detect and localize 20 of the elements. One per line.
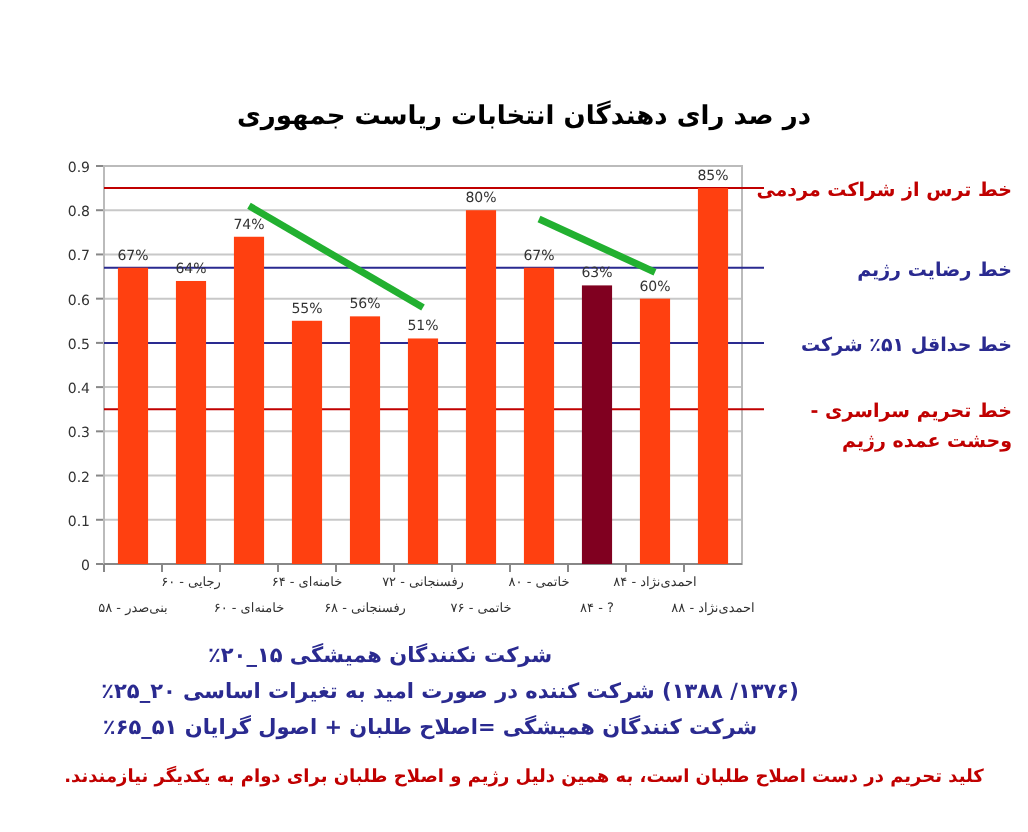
bar	[697, 188, 729, 564]
bar	[175, 280, 207, 564]
text: کلید تحریم در دست اصلاح طلبان است، به همین دلیل رژیم و اصلاح طلبان برای دوام به یکدیگر نیازمندند.	[64, 764, 986, 788]
text: شرکت کنندگان همیشگی =اصلاح طلبان + اصول گرایان ۵۱_۶۵٪	[102, 714, 758, 740]
text: شرکت نکنندگان همیشگی ۱۵_۲۰٪	[207, 642, 553, 668]
bar	[117, 267, 149, 564]
bar	[233, 236, 265, 564]
ref-line-label: خط حداقل ۵۱٪ شرکت	[801, 334, 1012, 357]
bar	[349, 316, 381, 564]
bar	[523, 267, 555, 564]
bar	[291, 320, 323, 564]
text: (۱۳۷۶/ ۱۳۸۸) شرکت کننده در صورت امید به تغیرات اساسی ۲۰_۲۵٪	[101, 680, 799, 704]
bar	[639, 298, 671, 564]
bar	[465, 210, 497, 564]
bar	[581, 285, 613, 564]
ref-line-label: خط رضایت رژیم	[857, 259, 1012, 282]
chart-title: در صد رای دهندگان انتخابات ریاست جمهوری	[236, 100, 812, 132]
bar	[407, 338, 439, 564]
ref-line-label: خط تحریم سراسری - وحشت عمده رژیم	[810, 401, 1013, 454]
ref-line-label: خط ترس از شراکت مردمی	[756, 180, 1012, 203]
